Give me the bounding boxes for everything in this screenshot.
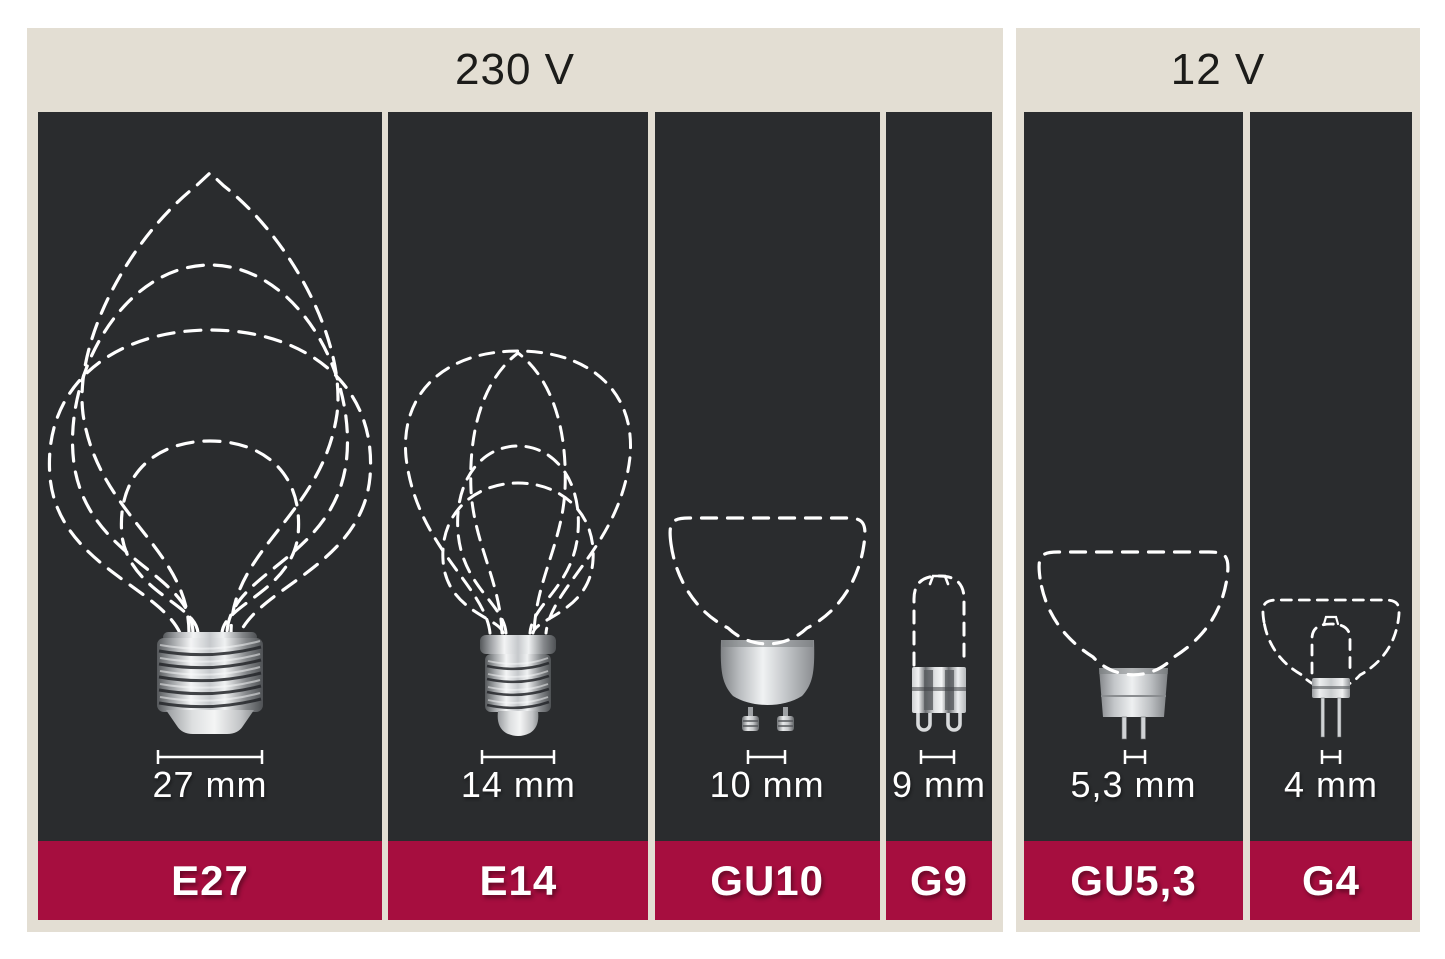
e14-bulb-outline-icon bbox=[404, 349, 633, 764]
g9-base-icon bbox=[911, 667, 966, 732]
g4-base-icon bbox=[1312, 678, 1350, 738]
column-g4: 4 mm G4 bbox=[1250, 112, 1412, 920]
e14-name-label: E14 bbox=[388, 841, 649, 920]
gu10-illustration: 10 mm bbox=[655, 112, 880, 841]
g4-name-label: G4 bbox=[1250, 841, 1412, 920]
e27-illustration: 27 mm bbox=[38, 112, 382, 841]
gu53-measure-line bbox=[1123, 750, 1147, 764]
e27-measure-line bbox=[156, 750, 264, 764]
column-e14: 14 mm E14 bbox=[388, 112, 649, 920]
g4-measure-line bbox=[1320, 750, 1342, 764]
g9-measure-line bbox=[919, 750, 956, 764]
g9-loop-pins-icon bbox=[916, 713, 962, 732]
gu10-reflector-outline-icon bbox=[668, 516, 867, 764]
gu10-base-icon bbox=[720, 640, 814, 731]
gu10-measure-line bbox=[746, 750, 786, 764]
gu53-illustration: 5,3 mm bbox=[1024, 112, 1243, 841]
column-g9: 9 mm G9 bbox=[885, 112, 992, 920]
g9-size-label: 9 mm bbox=[891, 764, 986, 805]
socket-columns-230v: 27 mm E27 bbox=[27, 112, 1003, 920]
g4-capsule-outline-icon bbox=[1261, 598, 1401, 764]
gu53-reflector-outline-icon bbox=[1037, 550, 1230, 764]
gu10-name-label: GU10 bbox=[654, 841, 880, 920]
voltage-group-12v: 12 V bbox=[1016, 28, 1420, 932]
g9-illustration: 9 mm bbox=[886, 112, 992, 841]
e27-name-label: E27 bbox=[38, 841, 382, 920]
g4-size-label: 4 mm bbox=[1284, 764, 1378, 805]
gu53-base-icon bbox=[1099, 668, 1168, 740]
e27-size-label: 27 mm bbox=[152, 764, 268, 805]
gu10-size-label: 10 mm bbox=[709, 764, 825, 805]
column-gu53: 5,3 mm GU5,3 bbox=[1024, 112, 1243, 920]
g9-name-label: G9 bbox=[885, 841, 992, 920]
column-gu10: 10 mm GU10 bbox=[654, 112, 880, 920]
voltage-header-230v: 230 V bbox=[455, 45, 575, 94]
g9-capsule-outline-icon bbox=[911, 574, 966, 764]
e14-size-label: 14 mm bbox=[460, 764, 576, 805]
voltage-header-12v: 12 V bbox=[1170, 45, 1266, 94]
voltage-group-230v: 230 V bbox=[27, 28, 1003, 932]
e27-screw-base-icon bbox=[157, 632, 263, 734]
gu53-size-label: 5,3 mm bbox=[1070, 764, 1197, 805]
gu53-name-label: GU5,3 bbox=[1024, 841, 1243, 920]
e14-screw-base-icon bbox=[480, 635, 557, 736]
e14-measure-line bbox=[481, 750, 556, 764]
socket-columns-12v: 5,3 mm GU5,3 bbox=[1016, 112, 1420, 920]
g4-illustration: 4 mm bbox=[1250, 112, 1412, 841]
e27-bulb-outline-icon bbox=[47, 170, 373, 764]
e14-illustration: 14 mm bbox=[388, 112, 648, 841]
column-e27: 27 mm E27 bbox=[38, 112, 382, 920]
